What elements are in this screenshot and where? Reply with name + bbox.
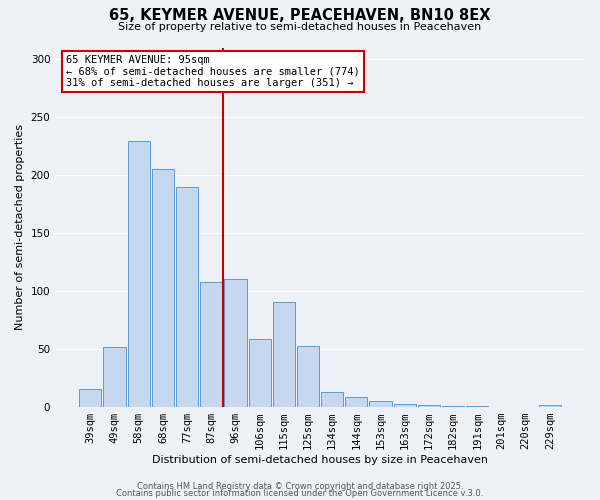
X-axis label: Distribution of semi-detached houses by size in Peacehaven: Distribution of semi-detached houses by … [152,455,488,465]
Text: Size of property relative to semi-detached houses in Peacehaven: Size of property relative to semi-detach… [118,22,482,32]
Bar [442,406,464,407]
Bar [394,404,416,407]
Bar [152,170,174,407]
Bar [248,338,271,407]
Bar [345,396,367,407]
Bar [176,186,198,407]
Text: 65, KEYMER AVENUE, PEACEHAVEN, BN10 8EX: 65, KEYMER AVENUE, PEACEHAVEN, BN10 8EX [109,8,491,22]
Bar [103,347,125,407]
Bar [128,142,150,407]
Bar [272,302,295,407]
Bar [370,402,392,407]
Bar [539,405,561,407]
Y-axis label: Number of semi-detached properties: Number of semi-detached properties [15,124,25,330]
Bar [321,392,343,407]
Bar [200,282,223,407]
Bar [418,405,440,407]
Text: Contains HM Land Registry data © Crown copyright and database right 2025.: Contains HM Land Registry data © Crown c… [137,482,463,491]
Bar [79,388,101,407]
Text: 65 KEYMER AVENUE: 95sqm
← 68% of semi-detached houses are smaller (774)
31% of s: 65 KEYMER AVENUE: 95sqm ← 68% of semi-de… [66,54,359,88]
Bar [466,406,488,407]
Bar [297,346,319,407]
Text: Contains public sector information licensed under the Open Government Licence v.: Contains public sector information licen… [116,488,484,498]
Bar [224,280,247,407]
